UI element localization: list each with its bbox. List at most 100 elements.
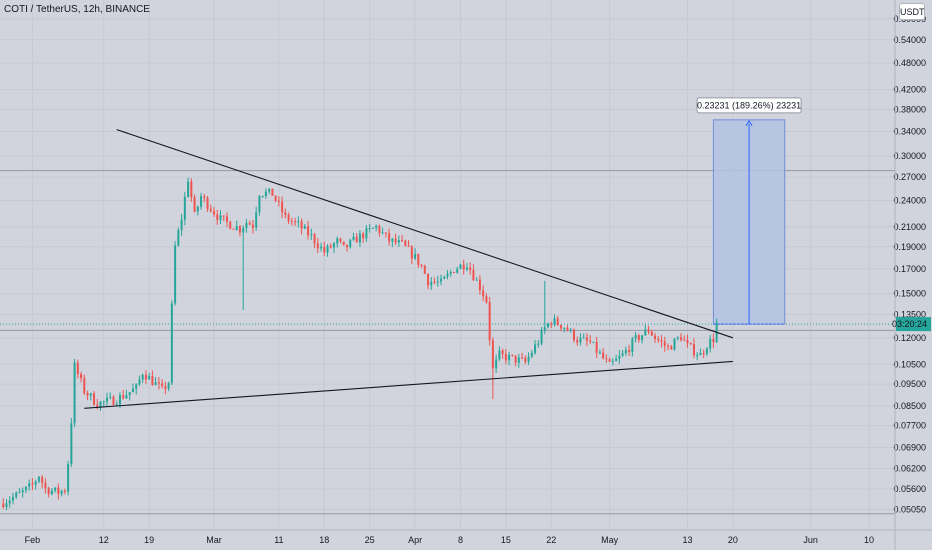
candle-body	[80, 374, 83, 379]
candle-body	[475, 279, 478, 281]
candle-body	[495, 359, 498, 369]
candles	[2, 177, 718, 511]
y-tick-label: 0.06900	[893, 442, 926, 452]
candle-body	[320, 246, 323, 249]
measure-box[interactable]: 0.23231 (189.26%) 23231	[696, 97, 802, 325]
candle-body	[572, 329, 575, 341]
candle-body	[232, 228, 235, 230]
candle-body	[261, 196, 264, 198]
candle-body	[702, 353, 705, 355]
candle-body	[508, 354, 511, 361]
candle-body	[303, 226, 306, 229]
trendlines[interactable]	[84, 129, 734, 409]
candle-body	[417, 253, 420, 265]
candle-body	[582, 337, 585, 339]
y-tick-label: 0.42000	[893, 85, 926, 95]
candle-body	[70, 423, 73, 465]
candle-body	[99, 401, 102, 409]
candle-body	[316, 243, 319, 249]
candle-body	[196, 206, 199, 212]
candle-body	[712, 338, 715, 343]
candle-body	[21, 490, 24, 493]
candle-body	[131, 388, 134, 393]
candle-body	[54, 487, 57, 491]
candle-body	[501, 350, 504, 354]
candle-body	[323, 246, 326, 253]
candle-body	[368, 228, 371, 230]
candle-body	[566, 327, 569, 331]
candle-body	[371, 227, 374, 229]
measure-label-box	[696, 97, 802, 114]
x-tick-label: 13	[682, 535, 692, 545]
y-tick-label: 0.27000	[893, 172, 926, 182]
currency-button[interactable]: USDT	[899, 3, 925, 20]
x-tick-label: Apr	[408, 535, 422, 545]
x-tick-label: 8	[458, 535, 463, 545]
candle-body	[637, 335, 640, 341]
candle-body	[264, 191, 267, 197]
price-tag-box	[896, 317, 931, 332]
candle-body	[378, 225, 381, 233]
candle-body	[154, 382, 157, 385]
candle-body	[559, 325, 563, 329]
x-tick-label: 15	[501, 535, 511, 545]
candle-body	[222, 215, 225, 217]
candle-body	[689, 343, 692, 345]
candle-body	[443, 276, 446, 279]
candle-body	[394, 238, 397, 243]
candle-body	[225, 216, 228, 222]
candle-body	[242, 228, 245, 233]
candle-body	[589, 340, 592, 343]
candle-body	[135, 384, 138, 389]
candle-body	[342, 241, 345, 245]
y-tick-label: 0.48000	[893, 58, 926, 68]
y-tick-label: 0.06200	[893, 464, 926, 474]
candle-body	[676, 337, 679, 339]
candle-body	[277, 200, 280, 202]
time-scale[interactable]: Feb 12 19 Mar 11 18 25 Apr 8 15 22 May 13 20 Jun 10	[0, 529, 932, 545]
candle-body	[605, 358, 608, 360]
candle-body	[430, 281, 433, 286]
candle-body	[524, 357, 527, 362]
candle-body	[300, 221, 303, 229]
candle-body	[5, 503, 8, 508]
candle-body	[618, 355, 621, 359]
candle-body	[381, 232, 384, 234]
resistance-trendline	[116, 129, 734, 339]
candle-body	[511, 354, 514, 356]
y-tick-label: 0.24000	[893, 195, 926, 205]
candle-body	[404, 240, 407, 246]
candle-body	[118, 395, 121, 405]
candle-body	[125, 395, 128, 399]
candle-body	[491, 340, 494, 369]
candle-body	[365, 228, 368, 239]
price-scale[interactable]: 0.600000.540000.480000.420000.380000.340…	[892, 0, 931, 550]
candle-body	[504, 353, 507, 361]
measure-label: 0.23231 (189.26%) 23231	[697, 100, 801, 110]
y-tick-label: 0.19000	[893, 242, 926, 252]
candle-body	[683, 339, 686, 341]
candle-body	[433, 281, 436, 283]
candle-body	[440, 278, 443, 282]
candle-body	[281, 201, 284, 213]
candle-body	[167, 383, 170, 389]
y-tick-label: 0.17000	[893, 264, 926, 274]
x-tick-label: 20	[728, 535, 738, 545]
candle-body	[401, 240, 404, 242]
candle-body	[414, 253, 417, 259]
candle-body	[31, 483, 34, 485]
candle-body	[621, 353, 624, 356]
candle-body	[514, 355, 517, 363]
x-tick-label: Jun	[803, 535, 818, 545]
candle-body	[478, 279, 481, 291]
candle-body	[339, 238, 342, 242]
y-tick-label: 0.13500	[893, 309, 926, 319]
candle-body	[641, 335, 644, 341]
measure-arrow-head	[745, 119, 753, 127]
candle-body	[384, 232, 387, 234]
candle-body	[2, 503, 5, 508]
candle-body	[11, 496, 14, 501]
candle-body	[358, 233, 361, 243]
